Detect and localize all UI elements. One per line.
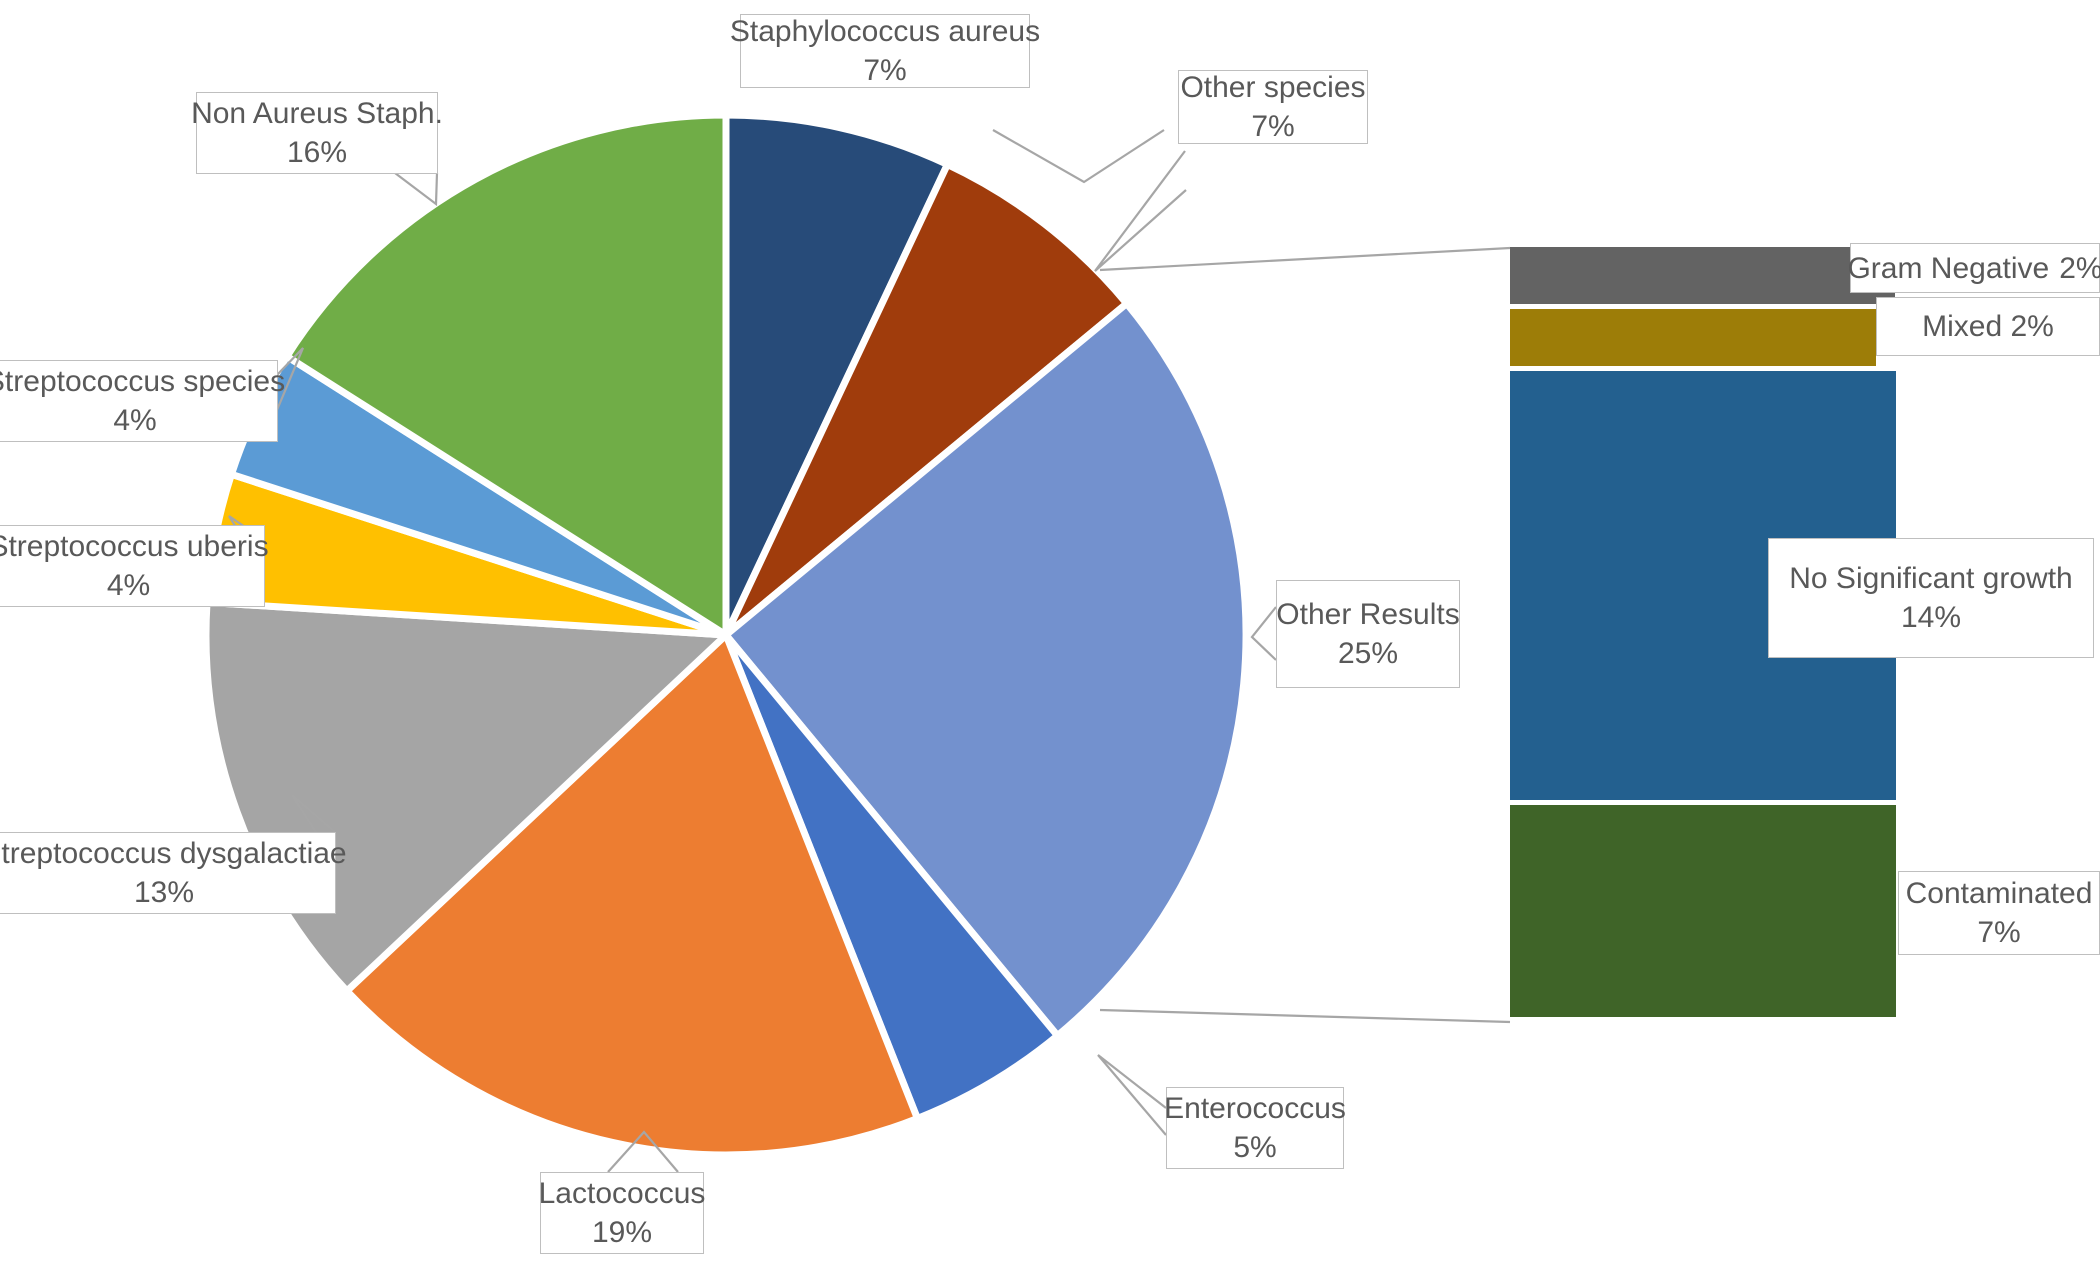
leader-enterococcus [1097, 1054, 1167, 1136]
callout-label: Streptococcus uberis [0, 530, 269, 563]
callout-value: 16% [286, 136, 348, 169]
callout-streptococcus-uberis[interactable]: Streptococcus uberis 4% [0, 525, 269, 607]
callout-label: Non Aureus Staph. [191, 97, 443, 130]
pie-slice[interactable] [343, 631, 921, 1159]
callout-no-significant-growth[interactable]: No Significant growth 14% [1768, 538, 2094, 658]
callout-value: 5% [1233, 1131, 1277, 1164]
callout-streptococcus-dysgalactiae[interactable]: Streptococcus dysgalactiae 13% [0, 832, 347, 914]
leader-strep-species [275, 347, 305, 411]
callout-label: Streptococcus dysgalactiae [0, 837, 347, 870]
callout-mixed[interactable]: Mixed 2% [1876, 297, 2100, 356]
callout-value: 7% [1977, 916, 2021, 949]
bar-segment[interactable] [1510, 805, 1896, 1017]
leader-staph-aureus [992, 129, 1165, 184]
callout-label: No Significant growth [1789, 562, 2073, 595]
callout-label: Other Results [1276, 598, 1460, 631]
callout-label: Gram Negative [1847, 251, 2050, 285]
callout-value: 13% [133, 876, 195, 909]
leader-other-results-bar-bottom [1099, 1008, 1511, 1024]
pie-slice[interactable] [202, 598, 730, 995]
bar-segment[interactable] [1510, 247, 1895, 304]
callout-non-aureus-staph[interactable]: Non Aureus Staph. 16% [191, 92, 443, 174]
callout-other-results[interactable]: Other Results 25% [1276, 580, 1460, 688]
leader-other-species [1094, 150, 1187, 272]
callout-value: 4% [106, 569, 151, 602]
leader-non-aureus [394, 172, 439, 207]
pie-slice[interactable] [722, 160, 1131, 639]
pie-slice[interactable] [283, 111, 730, 639]
callout-value: 14% [1900, 601, 1962, 634]
callout-value: 2% [2059, 251, 2100, 285]
callout-staphylococcus-aureus[interactable]: Staphylococcus aureus 7% [730, 14, 1040, 88]
callout-label: Other species [1180, 71, 1366, 104]
callout-enterococcus[interactable]: Enterococcus 5% [1164, 1087, 1346, 1169]
callout-label: Lactococcus [538, 1177, 706, 1210]
callout-value: 4% [113, 404, 157, 437]
pie-slice[interactable] [722, 111, 951, 639]
callout-label: Enterococcus [1164, 1092, 1346, 1125]
callout-value: 25% [1337, 637, 1399, 670]
callout-lactococcus[interactable]: Lactococcus 19% [538, 1172, 706, 1254]
callout-value: 19% [591, 1216, 653, 1249]
leader-lactococcus [607, 1130, 679, 1173]
callout-label: Staphylococcus aureus [729, 15, 1041, 48]
callout-contaminated[interactable]: Contaminated 7% [1898, 871, 2100, 955]
leader-other-results [1250, 606, 1277, 661]
callout-value: 7% [863, 54, 907, 87]
callout-label: Contaminated [1905, 877, 2093, 910]
callout-label: Mixed 2% [1922, 310, 2054, 343]
callout-label: Streptococcus species [0, 365, 286, 398]
bar-segment[interactable] [1510, 309, 1876, 366]
callout-other-species[interactable]: Other species 7% [1178, 70, 1368, 144]
callout-streptococcus-species[interactable]: Streptococcus species 4% [0, 360, 285, 442]
callout-gram-negative[interactable]: Gram Negative 2% [1847, 243, 2100, 293]
leader-other-results-bar-top [1099, 246, 1511, 272]
pie-slice[interactable] [722, 300, 1250, 1040]
callout-value: 7% [1251, 110, 1295, 143]
